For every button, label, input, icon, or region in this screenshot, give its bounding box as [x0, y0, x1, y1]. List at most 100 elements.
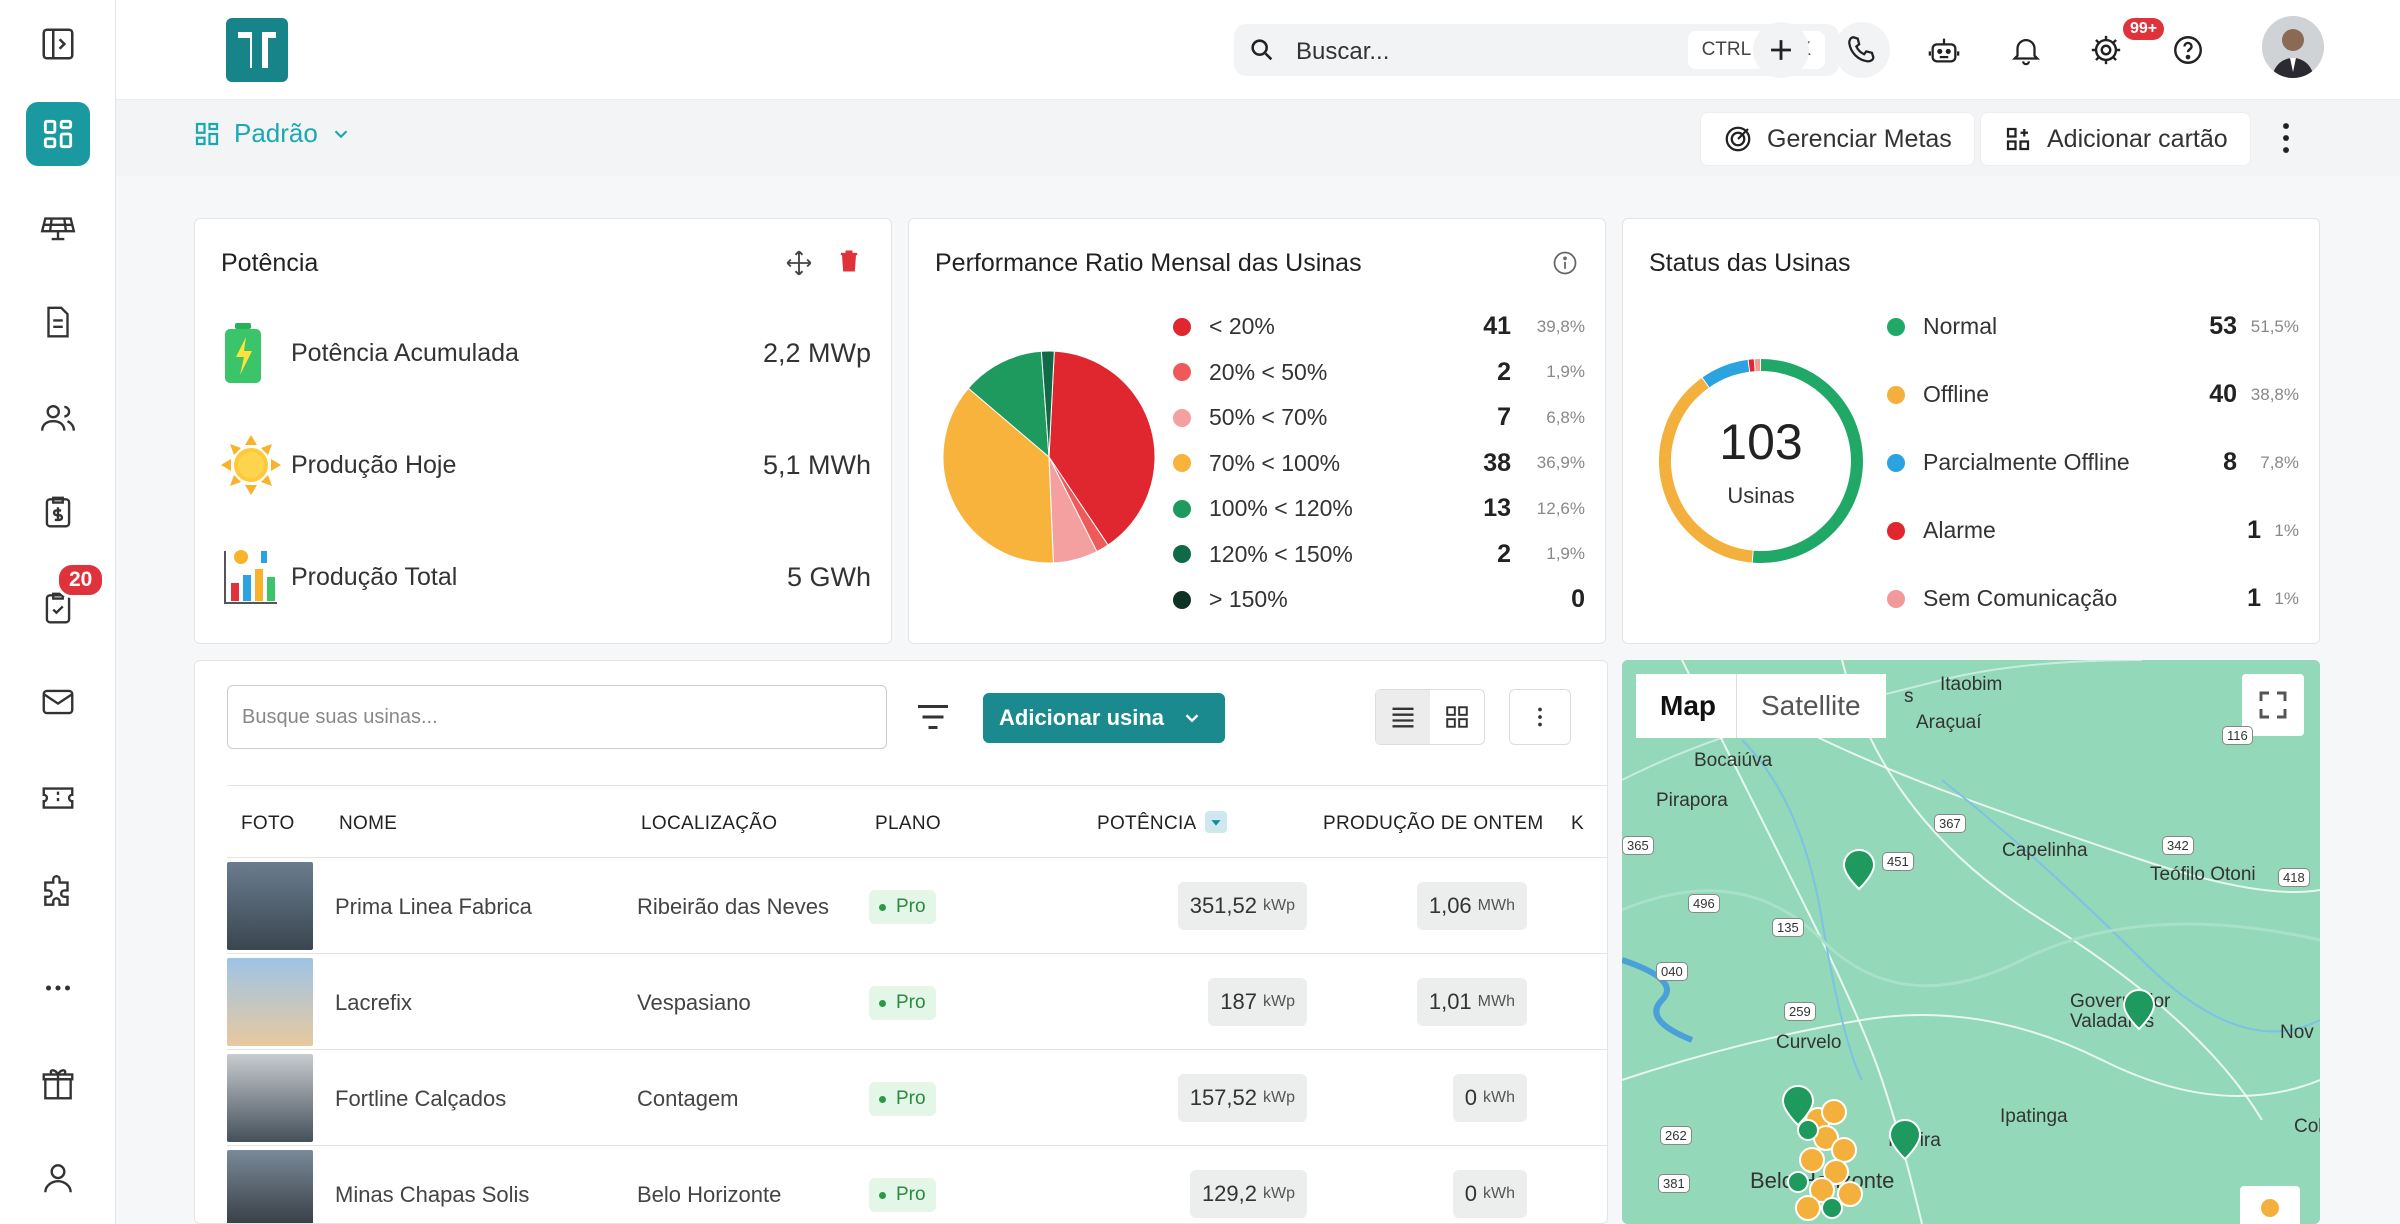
pie-slice-0[interactable]: [1048, 350, 1156, 546]
plan-label: Pro: [896, 1184, 926, 1205]
pie-slice-4[interactable]: [967, 350, 1050, 459]
col-header-location[interactable]: LOCALIZAÇÃO: [641, 813, 778, 834]
table-row[interactable]: Lacrefix Vespasiano Pro 187 kWp 1,01 MWh: [227, 953, 1607, 1049]
profile-icon[interactable]: [26, 1146, 90, 1210]
global-search[interactable]: Buscar... CTRL + K: [1234, 24, 1839, 76]
donut-segment-2[interactable]: [1702, 359, 1750, 388]
legend-label: Normal: [1923, 313, 1998, 339]
legend-percent: 1,9%: [1546, 544, 1585, 563]
tasks-icon[interactable]: [26, 576, 90, 640]
plant-name[interactable]: Fortline Calçados: [335, 1086, 507, 1111]
production-value: 0: [1464, 1085, 1477, 1110]
document-icon[interactable]: [26, 290, 90, 354]
options-kebab-icon[interactable]: [2270, 118, 2302, 163]
plants-search-input[interactable]: Busque suas usinas...: [227, 685, 887, 749]
road-shield: 365: [1622, 836, 1654, 855]
add-card-button[interactable]: Adicionar cartão: [1980, 112, 2251, 166]
legend-count: 0: [1571, 585, 1585, 613]
plant-name[interactable]: Lacrefix: [335, 990, 413, 1015]
legend-percent: 7,8%: [2260, 452, 2299, 472]
col-header-more[interactable]: K: [1571, 813, 1584, 834]
legend-color-dot: [1173, 454, 1191, 472]
billing-clipboard-icon[interactable]: [26, 480, 90, 544]
map-label: Ipatinga: [2000, 1106, 2068, 1127]
table-row[interactable]: Minas Chapas Solis Belo Horizonte Pro 12…: [227, 1145, 1607, 1223]
dashboard-icon[interactable]: [26, 102, 90, 166]
pie-slice-5[interactable]: [1040, 350, 1055, 458]
fullscreen-icon[interactable]: [2242, 674, 2304, 736]
expand-sidebar-icon[interactable]: [26, 12, 90, 76]
grid-view-icon[interactable]: [1430, 690, 1484, 744]
search-icon: [1251, 39, 1273, 61]
pie-slice-3[interactable]: [942, 387, 1054, 564]
road-shield: 116: [2222, 726, 2253, 745]
map-tab-satellite[interactable]: Satellite: [1736, 674, 1886, 738]
production-pill: 0 kWh: [1452, 1074, 1527, 1122]
manage-goals-label: Gerenciar Metas: [1767, 124, 1952, 153]
move-icon[interactable]: [785, 249, 813, 277]
add-plant-button[interactable]: Adicionar usina: [983, 693, 1225, 743]
ticket-icon[interactable]: [26, 766, 90, 830]
battery-icon: [225, 323, 261, 383]
legend-color-dot: [1887, 589, 1905, 608]
list-view-icon[interactable]: [1376, 690, 1430, 744]
legend-count: 7: [1497, 403, 1511, 431]
manage-goals-button[interactable]: Gerenciar Metas: [1700, 112, 1975, 166]
map-tab-map[interactable]: Map: [1636, 674, 1740, 738]
map-label: Curvelo: [1776, 1032, 1842, 1053]
gift-icon[interactable]: [26, 1052, 90, 1116]
performance-legend-item: 100% < 120% 13 12,6%: [1173, 494, 1585, 522]
col-header-yesterday-production[interactable]: PRODUÇÃO DE ONTEM: [1323, 813, 1544, 834]
plan-label: Pro: [896, 1088, 926, 1109]
chevron-down-icon[interactable]: [1181, 707, 1203, 729]
power-unit: kWp: [1263, 1089, 1295, 1106]
add-icon[interactable]: [1753, 22, 1809, 78]
brand-logo[interactable]: [226, 18, 288, 87]
sort-desc-icon[interactable]: [1205, 811, 1227, 833]
power-value: 157,52: [1189, 1085, 1257, 1110]
settings-gear-icon[interactable]: [2078, 22, 2134, 78]
power-label: Produção Hoje: [291, 450, 457, 479]
power-pill: 351,52 kWp: [1177, 882, 1307, 930]
performance-legend-item: < 20% 41 39,8%: [1173, 312, 1585, 340]
add-card-icon: [2006, 127, 2030, 151]
delete-icon[interactable]: [835, 247, 863, 275]
col-header-plan[interactable]: PLANO: [875, 813, 941, 834]
view-toggle: [1375, 689, 1485, 745]
bell-icon[interactable]: [1998, 22, 2054, 78]
donut-segment-1[interactable]: [1659, 377, 1753, 563]
road-shield: 451: [1882, 852, 1914, 871]
col-header-name[interactable]: NOME: [339, 813, 398, 834]
table-row[interactable]: Fortline Calçados Contagem Pro 157,52 kWp…: [227, 1049, 1607, 1145]
solar-panel-icon[interactable]: [26, 196, 90, 260]
legend-count: 38: [1483, 448, 1511, 477]
help-icon[interactable]: [2160, 22, 2216, 78]
dashboard-selector[interactable]: Padrão: [192, 118, 352, 149]
mail-icon[interactable]: [26, 670, 90, 734]
status-legend-item: Parcialmente Offline 8 7,8%: [1887, 448, 2299, 476]
plant-name[interactable]: Minas Chapas Solis: [335, 1182, 530, 1207]
user-avatar[interactable]: [2262, 16, 2324, 78]
legend-count: 53: [2209, 312, 2237, 340]
col-header-photo: FOTO: [241, 813, 295, 834]
power-unit: kWp: [1263, 1185, 1295, 1202]
add-card-label: Adicionar cartão: [2047, 124, 2228, 153]
filter-icon[interactable]: [915, 701, 951, 733]
plant-name[interactable]: Prima Linea Fabrica: [335, 894, 532, 919]
performance-pie-chart: [942, 350, 1156, 564]
more-icon[interactable]: [26, 956, 90, 1020]
table-row[interactable]: Prima Linea Fabrica Ribeirão das Neves P…: [227, 857, 1607, 953]
status-legend-item: Offline 40 38,8%: [1887, 380, 2299, 408]
plants-map[interactable]: Map Satellite Itaobim Araçuaí Bocaiúva P…: [1622, 660, 2320, 1224]
info-icon[interactable]: [1551, 249, 1579, 277]
donut-segment-0[interactable]: [1752, 359, 1863, 563]
users-icon[interactable]: [26, 386, 90, 450]
puzzle-icon[interactable]: [26, 860, 90, 924]
robot-assistant-icon[interactable]: [1916, 22, 1972, 78]
map-label: s: [1904, 686, 1914, 707]
legend-count: 1: [2247, 584, 2261, 612]
legend-color-dot: [1173, 363, 1191, 381]
phone-icon[interactable]: [1834, 22, 1890, 78]
table-options-icon[interactable]: [1509, 689, 1571, 745]
col-header-power[interactable]: POTÊNCIA: [1097, 813, 1197, 834]
